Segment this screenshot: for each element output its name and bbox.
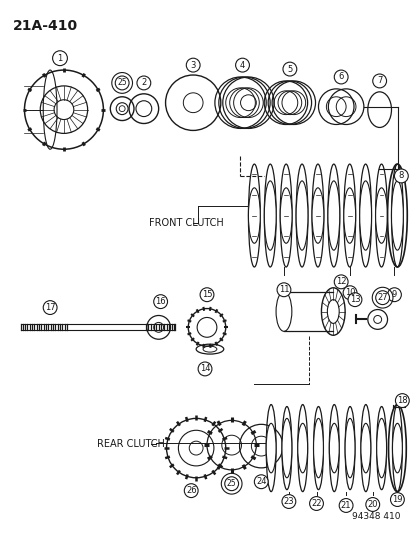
Circle shape [137,76,150,90]
Text: 94348 410: 94348 410 [351,512,399,521]
Text: 25: 25 [226,479,236,488]
Text: 5: 5 [287,64,292,74]
Circle shape [342,286,356,300]
Ellipse shape [297,423,307,473]
Text: 17: 17 [45,303,55,312]
Text: 11: 11 [278,285,289,294]
Ellipse shape [327,300,338,324]
Circle shape [235,58,249,72]
Ellipse shape [280,188,291,243]
Ellipse shape [376,418,386,478]
Circle shape [186,58,199,72]
Text: 8: 8 [398,172,403,181]
Circle shape [394,169,407,183]
Text: 6: 6 [338,72,343,82]
Text: 22: 22 [311,499,321,508]
Text: 14: 14 [199,365,210,374]
Text: 10: 10 [344,288,354,297]
Circle shape [281,495,295,508]
Text: 9: 9 [391,290,396,299]
Circle shape [333,275,347,289]
Circle shape [153,295,167,309]
Circle shape [199,288,214,302]
Text: 12: 12 [335,277,346,286]
Ellipse shape [313,418,323,478]
Circle shape [347,293,361,306]
Ellipse shape [344,418,354,478]
Text: 20: 20 [367,500,377,509]
Text: 18: 18 [396,396,407,405]
Ellipse shape [295,181,307,250]
Ellipse shape [360,423,370,473]
Circle shape [52,51,67,66]
Text: REAR CLUTCH: REAR CLUTCH [96,439,164,449]
Ellipse shape [266,423,275,473]
Circle shape [375,290,389,304]
Circle shape [276,283,290,297]
Ellipse shape [263,181,275,250]
Circle shape [338,498,352,512]
Circle shape [198,362,211,376]
Circle shape [389,492,404,506]
Ellipse shape [327,181,339,250]
Circle shape [372,74,386,88]
Ellipse shape [248,188,260,243]
Text: 21: 21 [340,501,351,510]
Text: 16: 16 [155,297,166,306]
Text: 25: 25 [117,78,127,87]
Ellipse shape [343,188,355,243]
Text: FRONT CLUTCH: FRONT CLUTCH [148,219,223,229]
Text: 26: 26 [185,486,196,495]
Text: 4: 4 [239,61,244,70]
Circle shape [387,288,400,302]
Ellipse shape [359,181,370,250]
Ellipse shape [392,423,401,473]
Circle shape [282,62,296,76]
Circle shape [309,497,323,511]
Text: 23: 23 [283,497,294,506]
Text: 27: 27 [376,293,387,302]
Text: 19: 19 [391,495,402,504]
Circle shape [254,475,268,489]
Ellipse shape [281,418,291,478]
Circle shape [365,498,379,512]
Ellipse shape [391,181,402,250]
Text: 15: 15 [201,290,212,299]
Circle shape [224,477,238,491]
Text: 2: 2 [141,78,146,87]
Ellipse shape [328,423,338,473]
Circle shape [184,484,198,498]
Ellipse shape [375,188,387,243]
Text: 24: 24 [255,477,266,486]
Text: 13: 13 [349,295,359,304]
Text: 3: 3 [190,61,195,70]
Circle shape [394,394,408,408]
Text: 7: 7 [376,76,382,85]
Ellipse shape [311,188,323,243]
Circle shape [333,70,347,84]
Text: 1: 1 [57,54,62,63]
Circle shape [43,301,57,314]
Text: 21A-410: 21A-410 [13,19,78,33]
Circle shape [115,76,129,90]
